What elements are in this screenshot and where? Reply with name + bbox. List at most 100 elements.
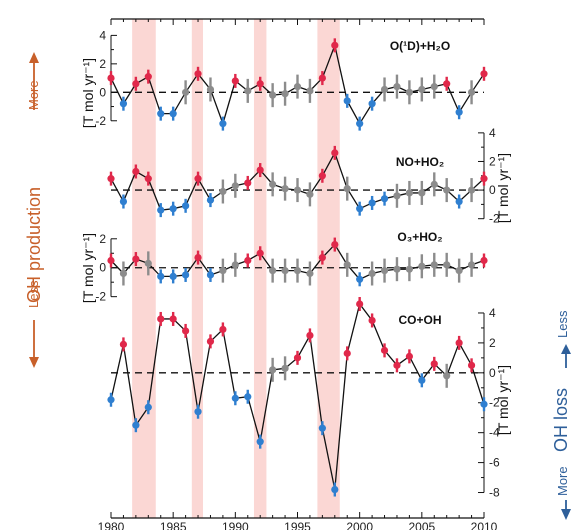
data-point-2009: [467, 88, 476, 96]
data-point-2004: [405, 352, 413, 360]
data-point-1982: [132, 80, 140, 88]
data-point-1981: [119, 100, 128, 108]
highlight-span-2: [191, 19, 204, 518]
data-point-2005: [418, 376, 426, 384]
data-point-1990: [231, 394, 239, 402]
data-point-1994: [281, 185, 289, 193]
data-point-1997: [318, 424, 326, 432]
highlight-spans: [132, 19, 340, 518]
data-point-2003: [393, 192, 401, 200]
y-tick-label: 0: [489, 366, 496, 380]
data-point-2004: [405, 189, 413, 197]
data-point-1989: [219, 120, 227, 128]
data-point-1980: [107, 74, 115, 82]
data-point-1992: [256, 166, 264, 174]
data-point-1998: [331, 149, 339, 157]
panel-1: 4 2 0 -2[T mol yr⁻¹] O(¹D)+H₂O: [80, 28, 488, 131]
oh-loss-label: OH loss: [551, 388, 571, 452]
oh-loss-arrow-down: [561, 500, 571, 520]
panel-label: CO+OH: [398, 313, 441, 327]
y-tick-label: 2: [99, 57, 106, 71]
data-point-1981: [119, 197, 128, 206]
data-point-2010: [480, 175, 488, 183]
data-point-1986: [182, 202, 190, 210]
data-point-1981: [119, 269, 128, 278]
x-tick-label-2000: 2000: [346, 520, 373, 530]
data-point-1999: [343, 349, 351, 357]
highlight-span-4: [317, 19, 340, 518]
data-point-2001: [368, 100, 376, 108]
data-point-1983: [144, 175, 152, 183]
data-point-1983: [144, 73, 152, 81]
data-point-2007: [443, 186, 451, 194]
data-point-2008: [455, 197, 463, 206]
oh-loss-annotation: Less OH loss More: [551, 310, 571, 520]
more-loss-label: More: [555, 466, 570, 496]
data-point-1984: [157, 110, 165, 118]
data-point-2003: [393, 83, 401, 91]
data-point-2006: [430, 261, 438, 269]
data-point-2006: [430, 360, 438, 368]
data-point-1988: [206, 85, 215, 94]
data-point-2007: [443, 261, 451, 269]
data-point-1984: [157, 272, 165, 281]
y-tick-label: -2: [95, 114, 106, 128]
data-point-2010: [480, 400, 488, 408]
data-point-1997: [318, 172, 326, 180]
x-tick-label-1990: 1990: [222, 520, 249, 530]
highlight-span-1: [132, 19, 156, 518]
data-point-1999: [343, 185, 351, 193]
panel-label: O(¹D)+H₂O: [390, 39, 450, 53]
data-point-1985: [169, 272, 177, 281]
data-point-1997: [318, 74, 326, 82]
data-point-1993: [269, 180, 277, 188]
y-tick-label: 4: [99, 28, 106, 42]
y-tick-label: 4: [489, 126, 496, 140]
x-tick-label-2005: 2005: [408, 520, 435, 530]
panel-label: NO+HO₂: [396, 155, 444, 169]
data-point-1984: [157, 206, 165, 214]
y-tick-label: 2: [489, 336, 496, 350]
data-point-1982: [132, 421, 140, 429]
data-point-2010: [480, 70, 488, 78]
panel-label: O₃+HO₂: [397, 230, 442, 244]
x-tick-label-1995: 1995: [284, 520, 311, 530]
data-point-1993: [269, 366, 277, 374]
data-point-1982: [132, 255, 140, 263]
data-point-2007: [443, 80, 451, 88]
data-point-1995: [293, 83, 302, 91]
oh-production-arrow-up: [29, 52, 39, 110]
y-tick-label: -8: [489, 486, 500, 500]
unit-label: [T mol yr⁻¹]: [80, 58, 96, 128]
data-point-2003: [393, 265, 401, 273]
data-point-1984: [157, 315, 165, 323]
data-point-2006: [430, 83, 438, 91]
data-point-2004: [405, 88, 413, 96]
data-point-1987: [194, 253, 202, 262]
data-point-1985: [169, 205, 177, 213]
data-point-1994: [281, 267, 289, 275]
panel-2: 4 2 0 -2[T mol yr⁻¹] NO+HO₂: [107, 126, 511, 226]
y-tick-label: -2: [489, 396, 500, 410]
data-point-1992: [256, 80, 264, 88]
less-production-label: Less: [26, 280, 41, 308]
oh-loss-arrow-up: [561, 344, 571, 368]
oh-production-annotation: More OH production Less: [24, 52, 44, 368]
data-point-1981: [119, 340, 128, 348]
data-point-1982: [132, 167, 140, 176]
data-point-1987: [194, 175, 202, 183]
data-point-2009: [467, 261, 476, 269]
data-point-1998: [331, 485, 339, 494]
more-production-label: More: [26, 80, 41, 110]
data-point-1987: [194, 408, 202, 416]
data-point-2007: [443, 372, 451, 380]
x-axis-ticks: 1980 1985 1990 1995 2000 2005 2010: [98, 19, 498, 530]
data-point-1980: [107, 256, 115, 265]
data-point-2000: [356, 205, 364, 213]
data-point-2009: [467, 186, 476, 194]
data-point-1986: [182, 327, 190, 335]
x-tick-label-1980: 1980: [98, 520, 125, 530]
data-point-1985: [169, 315, 177, 323]
